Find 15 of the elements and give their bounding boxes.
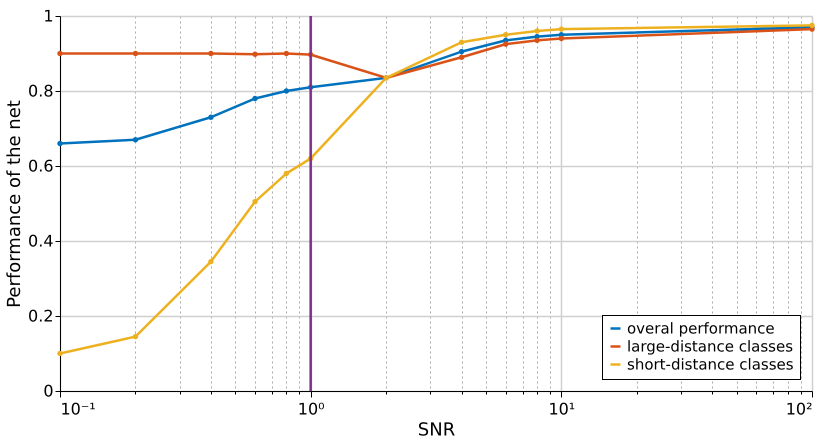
y-tick-label: 1 <box>43 6 54 26</box>
x-axis-title: SNR <box>418 420 456 440</box>
y-tick-label: 0.4 <box>28 232 54 250</box>
y-axis-title: Performance of the net <box>4 100 26 308</box>
y-tick-label: 0.6 <box>28 156 54 176</box>
legend-label: large-distance classes <box>627 338 794 356</box>
x-tick-label: 10¹ <box>548 400 576 418</box>
x-tick-label: 10⁻¹ <box>60 400 96 418</box>
x-tick-label: 10⁰ <box>298 400 325 418</box>
y-tick-label: 0.2 <box>28 306 54 326</box>
legend-label: overal performance <box>627 320 775 338</box>
legend-label: short-distance classes <box>627 356 794 374</box>
y-tick-label: 0.8 <box>28 82 54 100</box>
x-tick-label: 10² <box>786 400 812 418</box>
y-tick-label: 0 <box>43 382 54 400</box>
